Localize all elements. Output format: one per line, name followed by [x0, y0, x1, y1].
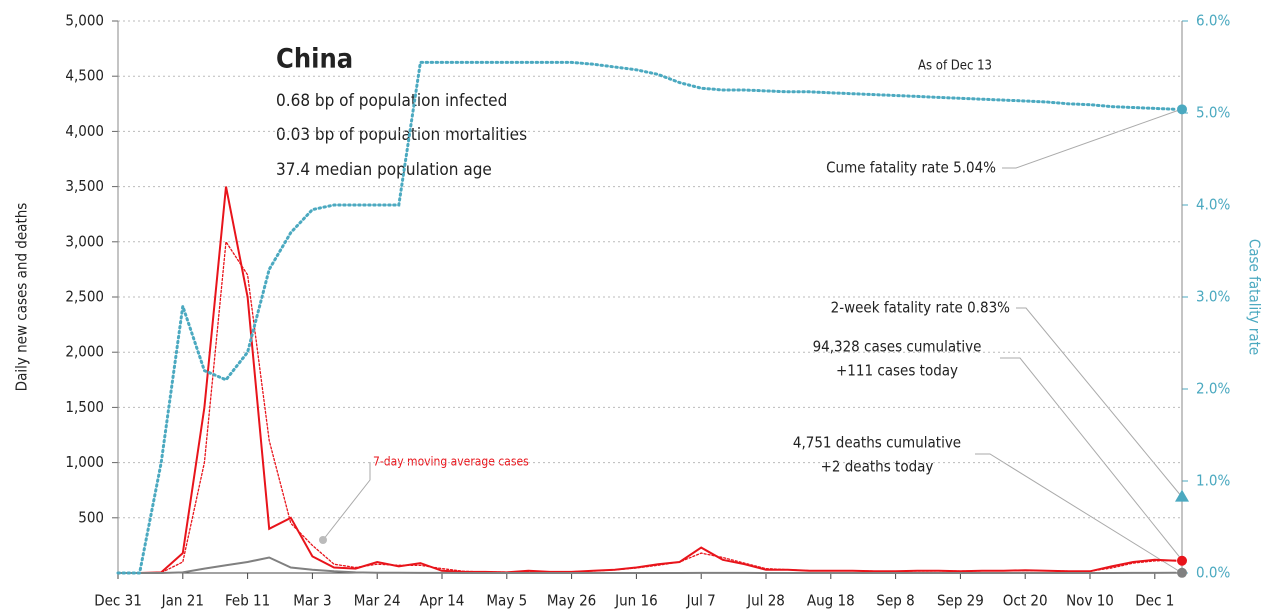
x-tick-label: Jan 21	[161, 592, 204, 610]
y-tick-label: 3,000	[65, 232, 104, 250]
leader-lines	[319, 108, 1183, 574]
y-tick-label: 2,000	[65, 343, 104, 361]
y-axis-label: Daily new cases and deaths	[13, 203, 31, 392]
x-tick-label: Jul 28	[746, 592, 785, 610]
annotation: Cume fatality rate 5.04%	[826, 159, 996, 177]
end-marker	[1177, 555, 1187, 566]
annotation: 4,751 deaths cumulative	[793, 434, 961, 452]
y-tick-label: 500	[78, 508, 104, 526]
series-line	[118, 186, 1177, 574]
y2-tick-label: 1.0%	[1196, 472, 1230, 490]
y-tick-label: 2,500	[65, 288, 104, 306]
y2-tick-label: 5.0%	[1196, 104, 1230, 122]
annotation: +2 deaths today	[821, 458, 934, 476]
x-tick-label: Apr 14	[420, 592, 465, 610]
leader-line	[322, 462, 371, 541]
y-tick-label: 1,500	[65, 398, 104, 416]
x-tick-label: Mar 24	[354, 592, 401, 610]
subtitle: 37.4 median population age	[276, 160, 492, 180]
x-tick-label: Sep 8	[876, 592, 914, 610]
subtitle: 0.03 bp of population mortalities	[276, 125, 527, 145]
y-tick-label: 1,000	[65, 453, 104, 471]
y2-tick-label: 6.0%	[1196, 12, 1230, 30]
series-line	[116, 60, 1178, 575]
series-line	[118, 556, 1177, 574]
y2-tick-label: 4.0%	[1196, 196, 1230, 214]
chart-title: China	[276, 44, 353, 75]
x-tick-label: Aug 18	[807, 592, 855, 610]
series-line	[117, 239, 1178, 574]
marker-triangle	[1175, 489, 1189, 502]
leader-line	[1000, 357, 1183, 561]
x-tick-label: May 5	[486, 592, 527, 610]
leader-line	[1016, 307, 1183, 498]
annotation: As of Dec 13	[918, 59, 992, 74]
x-tick-label: Jul 7	[686, 592, 716, 610]
x-tick-label: Jun 16	[614, 592, 658, 610]
x-tick-label: May 26	[547, 592, 596, 610]
leader-line	[975, 453, 1183, 574]
x-tick-label: Oct 20	[1003, 592, 1048, 610]
end-marker	[1177, 104, 1187, 115]
y-tick-label: 3,500	[65, 177, 104, 195]
x-tick-label: Nov 10	[1066, 592, 1114, 610]
x-tick-label: Feb 11	[225, 592, 270, 610]
y-tick-label: 4,000	[65, 122, 104, 140]
leader-dot	[319, 536, 327, 544]
annotation: 2-week fatality rate 0.83%	[831, 299, 1011, 317]
x-tick-label: Sep 29	[937, 592, 984, 610]
subtitle: 0.68 bp of population infected	[276, 91, 507, 111]
y2-tick-label: 2.0%	[1196, 380, 1230, 398]
leader-line	[1002, 108, 1183, 169]
y2-axis-label: Case fatality rate	[1246, 239, 1264, 355]
x-tick-label: Mar 3	[293, 592, 331, 610]
y-tick-label: 5,000	[65, 12, 104, 30]
end-marker	[1177, 567, 1187, 578]
y-tick-label: 4,500	[65, 67, 104, 85]
annotation: 94,328 cases cumulative	[813, 338, 982, 356]
x-tick-label: Dec 31	[94, 592, 142, 610]
annotation: +111 cases today	[836, 362, 958, 380]
x-tick-label: Dec 1	[1135, 592, 1174, 610]
annotation: 7-day moving average cases	[373, 455, 529, 469]
y2-tick-label: 0.0%	[1196, 564, 1230, 582]
y2-tick-label: 3.0%	[1196, 288, 1230, 306]
